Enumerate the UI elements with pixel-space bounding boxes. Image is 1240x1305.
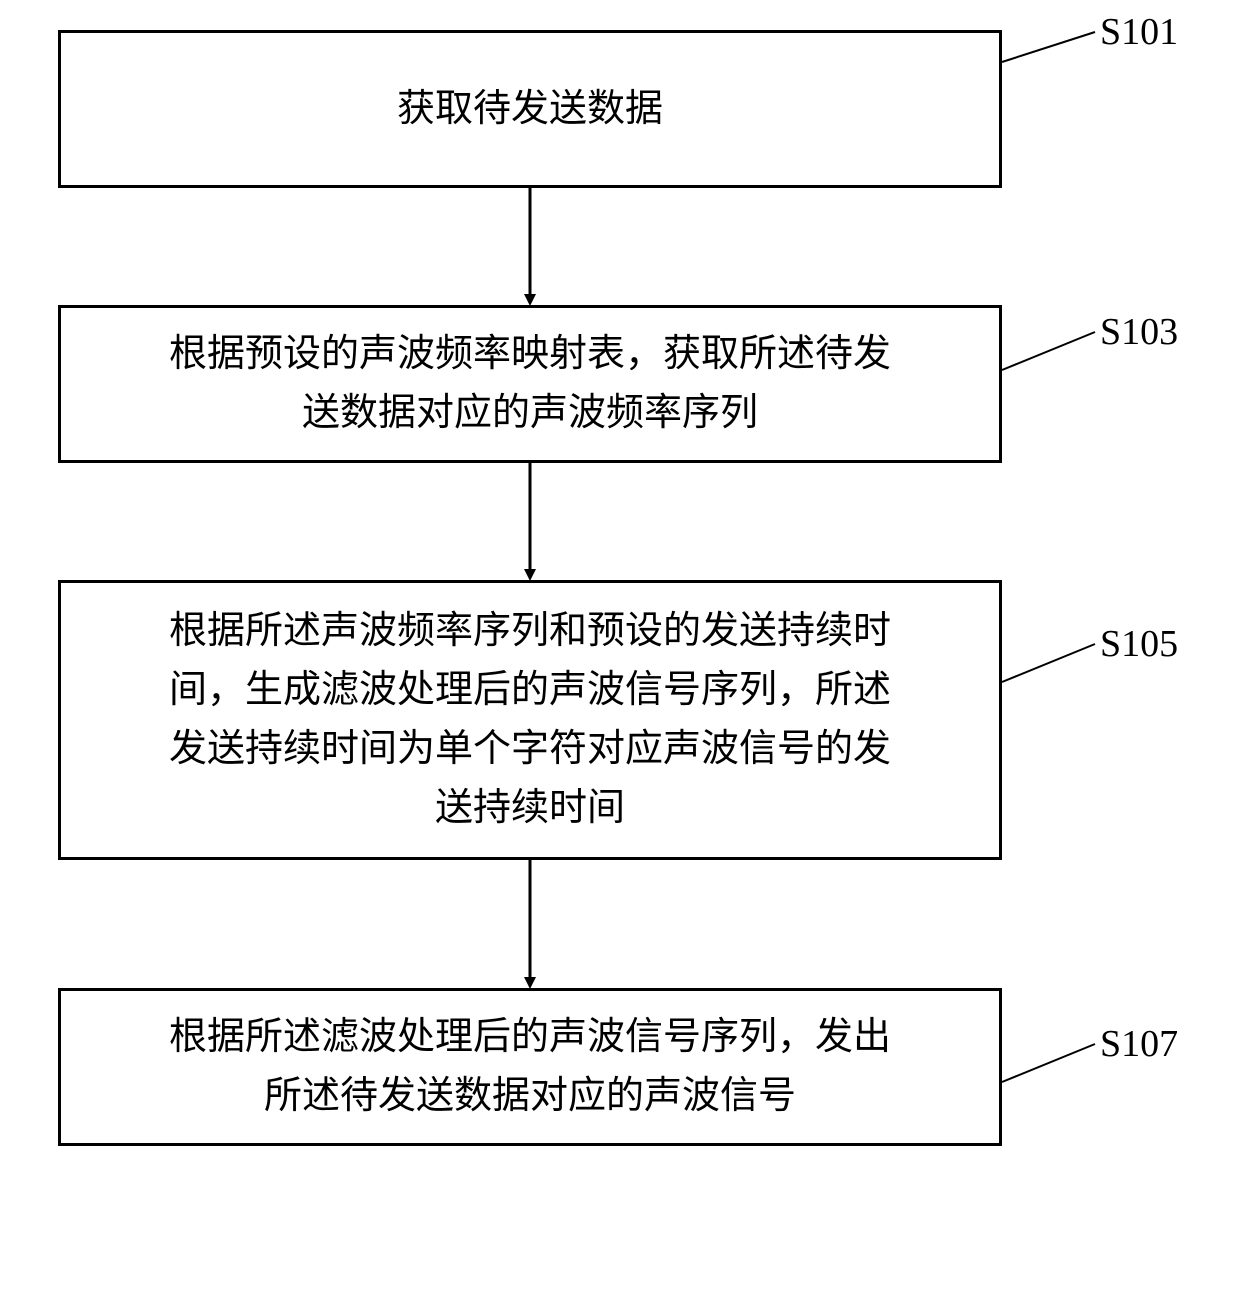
flow-node-1-text: 获取待发送数据 — [61, 70, 999, 149]
flow-node-1: 获取待发送数据 — [58, 30, 1002, 188]
flow-node-4-text: 根据所述滤波处理后的声波信号序列，发出所述待发送数据对应的声波信号 — [61, 998, 999, 1136]
flow-node-3: 根据所述声波频率序列和预设的发送持续时间，生成滤波处理后的声波信号序列，所述发送… — [58, 580, 1002, 860]
flow-node-2: 根据预设的声波频率映射表，获取所述待发送数据对应的声波频率序列 — [58, 305, 1002, 463]
leader-l1 — [1002, 32, 1095, 62]
step-label-3: S105 — [1100, 622, 1178, 666]
step-label-1: S101 — [1100, 10, 1178, 54]
leader-l3 — [1002, 644, 1095, 682]
flow-node-4: 根据所述滤波处理后的声波信号序列，发出所述待发送数据对应的声波信号 — [58, 988, 1002, 1146]
flow-node-2-text: 根据预设的声波频率映射表，获取所述待发送数据对应的声波频率序列 — [61, 315, 999, 453]
flowchart-canvas: 获取待发送数据 根据预设的声波频率映射表，获取所述待发送数据对应的声波频率序列 … — [0, 0, 1240, 1305]
step-label-4: S107 — [1100, 1022, 1178, 1066]
step-label-2: S103 — [1100, 310, 1178, 354]
leader-l2 — [1002, 332, 1095, 370]
flow-node-3-text: 根据所述声波频率序列和预设的发送持续时间，生成滤波处理后的声波信号序列，所述发送… — [61, 592, 999, 848]
leader-l4 — [1002, 1044, 1095, 1082]
